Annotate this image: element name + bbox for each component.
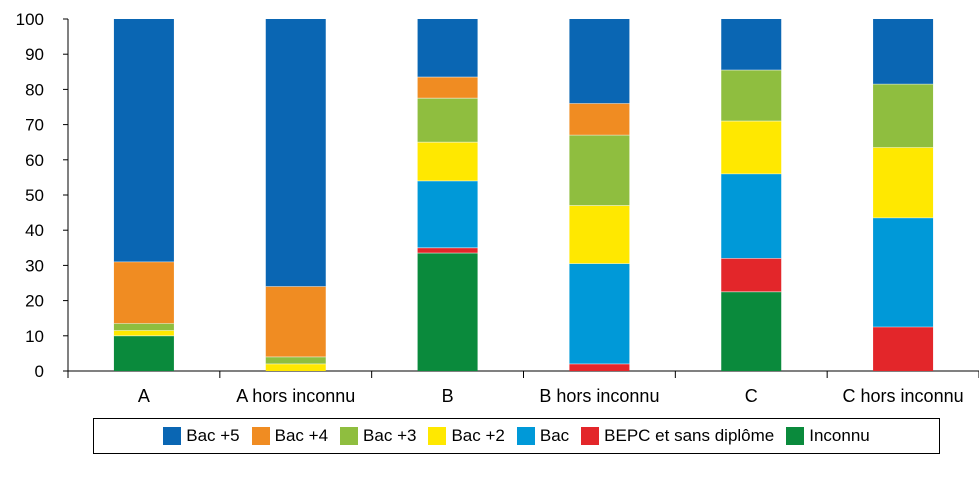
legend-label: Bac +5 bbox=[186, 426, 240, 445]
y-tick-label: 20 bbox=[25, 292, 44, 311]
bar-segment bbox=[721, 19, 782, 71]
x-category-label: B hors inconnu bbox=[539, 386, 659, 406]
bar-segment bbox=[417, 77, 478, 99]
legend-label: BEPC et sans diplôme bbox=[604, 426, 775, 445]
legend-swatch bbox=[428, 427, 447, 445]
legend-label: Inconnu bbox=[809, 426, 870, 445]
legend-item: Bac +3 bbox=[340, 426, 416, 446]
legend-item: BEPC et sans diplôme bbox=[581, 426, 774, 446]
bar-segment bbox=[873, 327, 934, 371]
legend-item: Bac bbox=[516, 426, 570, 446]
bar-segment bbox=[417, 19, 478, 78]
bar-segment bbox=[873, 147, 934, 218]
legend-label: Bac +3 bbox=[363, 426, 417, 445]
bar-segment bbox=[265, 356, 326, 364]
x-category-label: C hors inconnu bbox=[843, 386, 964, 406]
bar-segment bbox=[417, 180, 478, 248]
bar-segment bbox=[417, 142, 478, 181]
legend-swatch bbox=[516, 427, 535, 445]
x-category-label: A hors inconnu bbox=[236, 386, 355, 406]
y-tick-label: 0 bbox=[35, 362, 44, 381]
bar-segment bbox=[873, 217, 934, 327]
bar-segment bbox=[721, 70, 782, 122]
bar-segment bbox=[873, 84, 934, 148]
x-category-label: C bbox=[745, 386, 758, 406]
bar-segment bbox=[113, 335, 174, 371]
legend-swatch bbox=[340, 427, 359, 445]
bar-segment bbox=[721, 258, 782, 292]
bar-segment bbox=[113, 261, 174, 324]
legend-swatch bbox=[163, 427, 182, 445]
y-tick-label: 10 bbox=[25, 327, 44, 346]
bar-segment bbox=[417, 98, 478, 143]
legend-item: Bac +4 bbox=[251, 426, 329, 446]
bar-segment bbox=[721, 121, 782, 174]
legend-label: Bac +4 bbox=[274, 426, 329, 445]
y-tick-label: 40 bbox=[25, 221, 44, 240]
bar-segment bbox=[113, 323, 174, 331]
legend-swatch bbox=[251, 427, 270, 445]
bar-segment bbox=[265, 286, 326, 357]
x-axis: A A hors inconnu B B hors inconnu C C hors in… bbox=[67, 370, 979, 406]
legend-item: Bac +2 bbox=[428, 426, 505, 446]
legend-item: Inconnu bbox=[786, 426, 870, 446]
bar-segment bbox=[873, 19, 934, 85]
bar-segment bbox=[417, 253, 478, 371]
legend-swatch bbox=[786, 427, 805, 445]
bar-segment bbox=[265, 363, 326, 371]
y-tick-label: 80 bbox=[25, 80, 44, 99]
legend-item: Bac +5 bbox=[163, 426, 240, 446]
y-axis: 0 10 20 30 40 50 60 70 80 90 100 bbox=[16, 10, 69, 381]
x-category-label: A bbox=[138, 386, 150, 406]
bar-segment bbox=[569, 263, 630, 364]
bar-segment bbox=[569, 205, 630, 264]
bar-segment bbox=[417, 247, 478, 254]
y-tick-label: 50 bbox=[25, 186, 44, 205]
bar-segment bbox=[721, 173, 782, 259]
legend: Bac +5 Bac +4 Bac +3 Bac +2 Bac BEPC et sans … bbox=[93, 418, 940, 454]
bars-group bbox=[113, 19, 934, 371]
bar-segment bbox=[569, 103, 630, 136]
legend-label: Bac +2 bbox=[451, 426, 505, 445]
y-tick-label: 60 bbox=[25, 151, 44, 170]
y-tick-label: 100 bbox=[16, 10, 44, 29]
y-tick-label: 90 bbox=[25, 45, 44, 64]
legend-swatch bbox=[581, 427, 600, 445]
y-tick-label: 70 bbox=[25, 116, 44, 135]
bar-segment bbox=[721, 291, 782, 371]
x-category-label: B bbox=[442, 386, 454, 406]
legend-label: Bac bbox=[539, 426, 570, 445]
bar-segment bbox=[113, 19, 174, 262]
bar-segment bbox=[265, 19, 326, 287]
bar-segment bbox=[113, 330, 174, 336]
bar-segment bbox=[569, 135, 630, 206]
bar-segment bbox=[569, 19, 630, 104]
y-tick-label: 30 bbox=[25, 256, 44, 275]
bar-segment bbox=[569, 363, 630, 371]
